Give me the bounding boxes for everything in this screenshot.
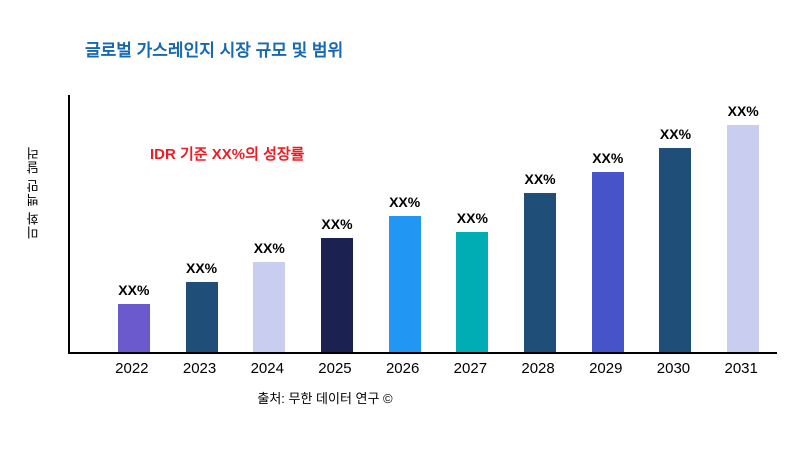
bar-value-label: XX% (118, 282, 150, 298)
bar-value-label: XX% (389, 194, 421, 210)
x-tick-label: 2028 (521, 360, 555, 377)
x-tick-label: 2025 (318, 360, 352, 377)
x-tick-label: 2023 (182, 360, 217, 377)
bar-2023 (185, 282, 218, 352)
bar-2027 (456, 232, 489, 352)
bar-2026 (388, 216, 421, 352)
x-tick-label: 2027 (453, 360, 488, 377)
bar-2031 (727, 125, 760, 352)
bar-2029 (591, 172, 624, 352)
bar-group: XX% (235, 240, 303, 352)
bar-group: XX% (506, 171, 574, 352)
bar-group: XX% (574, 150, 642, 352)
bar-value-label: XX% (185, 260, 218, 276)
bar-value-label: XX% (727, 103, 759, 119)
x-tick-label: 2031 (724, 360, 758, 377)
x-axis-ticks: 2022 2023 2024 2025 2026 2027 2028 2029 2030 2031 (68, 360, 775, 377)
bar-2022 (117, 304, 150, 352)
x-tick-label: 2029 (589, 360, 623, 377)
bar-value-label: XX% (592, 150, 624, 166)
x-tick-label: 2026 (385, 360, 420, 377)
bar-value-label: XX% (524, 171, 556, 187)
bar-group: XX% (642, 126, 710, 352)
bars-container: XX% XX% XX% XX% XX% XX% XX% XX% XX% XX% (70, 95, 777, 352)
chart-title: 글로벌 가스레인지 시장 규모 및 범위 (85, 41, 344, 60)
bar-value-label: XX% (253, 240, 285, 256)
bar-value-label: XX% (456, 210, 488, 226)
y-axis-label: 미화 백만 달러 (26, 145, 41, 239)
bar-2024 (253, 262, 286, 352)
bar-2028 (524, 193, 557, 352)
bar-2030 (659, 148, 692, 352)
growth-annotation: IDR 기준 XX%의 성장률 (150, 146, 305, 163)
source-text: 출처: 무한 데이터 연구 © (257, 391, 393, 406)
bar-value-label: XX% (659, 126, 692, 142)
bar-group: XX% (100, 282, 168, 352)
plot-area: IDR 기준 XX%의 성장률 XX% XX% XX% XX% XX% XX% XX% XX%… (68, 95, 777, 354)
bar-2025 (320, 238, 353, 352)
bar-group: XX% (168, 260, 236, 352)
bar-group: XX% (709, 103, 777, 352)
bar-value-label: XX% (321, 216, 353, 232)
bar-group: XX% (371, 194, 439, 352)
x-tick-label: 2024 (250, 360, 284, 377)
bar-group: XX% (439, 210, 507, 352)
x-tick-label: 2030 (656, 360, 691, 377)
x-tick-label: 2022 (115, 360, 149, 377)
bar-group: XX% (303, 216, 371, 352)
